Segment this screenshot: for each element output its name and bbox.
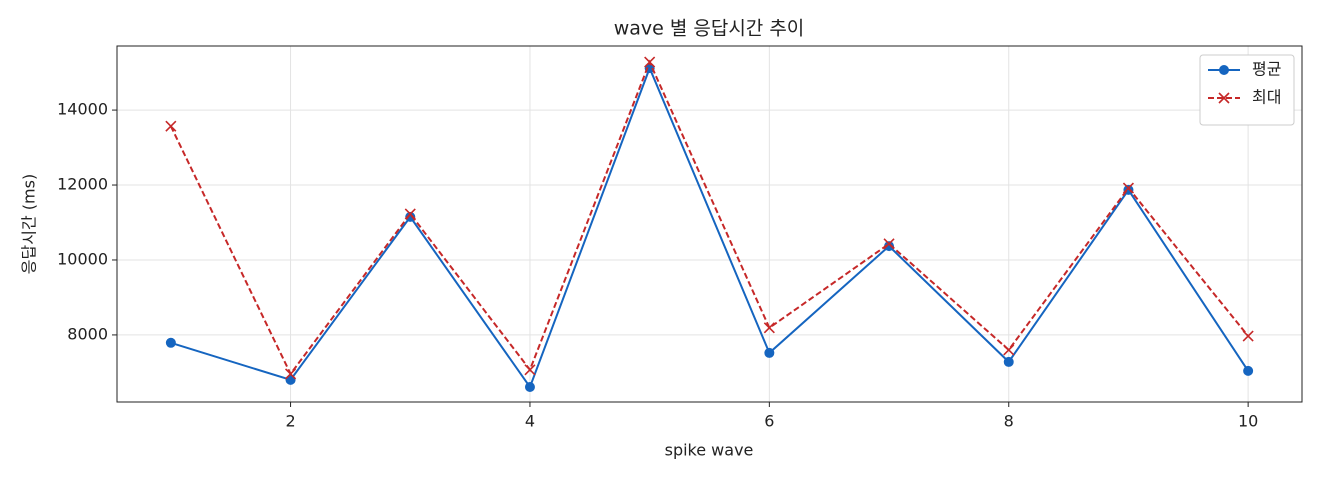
x-tick-label: 6	[764, 412, 774, 431]
series-line	[170, 65, 1249, 390]
plot-frame	[116, 45, 1303, 403]
x-tick-label: 8	[1004, 412, 1014, 431]
chart-title: wave 별 응답시간 추이	[614, 18, 805, 40]
marker	[1218, 92, 1230, 104]
y-tick-label: 8000	[67, 324, 108, 343]
marker	[405, 211, 416, 222]
y-tick-label: 14000	[57, 100, 108, 119]
marker	[165, 337, 176, 348]
marker	[284, 368, 297, 380]
legend-label: 최대	[1252, 88, 1281, 107]
marker	[764, 347, 775, 358]
marker	[884, 241, 895, 252]
y-tick-label: 12000	[57, 175, 108, 194]
x-tick-label: 4	[525, 412, 535, 431]
marker	[644, 56, 656, 68]
y-tick-label: 10000	[57, 249, 108, 268]
marker	[763, 322, 775, 334]
marker	[524, 382, 535, 393]
marker	[1003, 356, 1014, 367]
x-axis-label: spike wave	[665, 441, 754, 460]
marker	[1243, 365, 1254, 376]
marker	[524, 364, 536, 376]
y-axis-label: 응답시간 (ms)	[20, 174, 39, 274]
legend-label: 평균	[1252, 60, 1281, 79]
marker	[1122, 182, 1135, 194]
marker	[165, 120, 177, 132]
x-tick-label: 2	[285, 412, 295, 431]
marker	[1003, 344, 1015, 356]
marker	[404, 208, 416, 220]
marker	[1242, 330, 1254, 342]
marker	[883, 238, 895, 250]
series-line	[169, 59, 1249, 376]
x-tick-label: 10	[1238, 412, 1258, 431]
marker	[1219, 65, 1229, 75]
